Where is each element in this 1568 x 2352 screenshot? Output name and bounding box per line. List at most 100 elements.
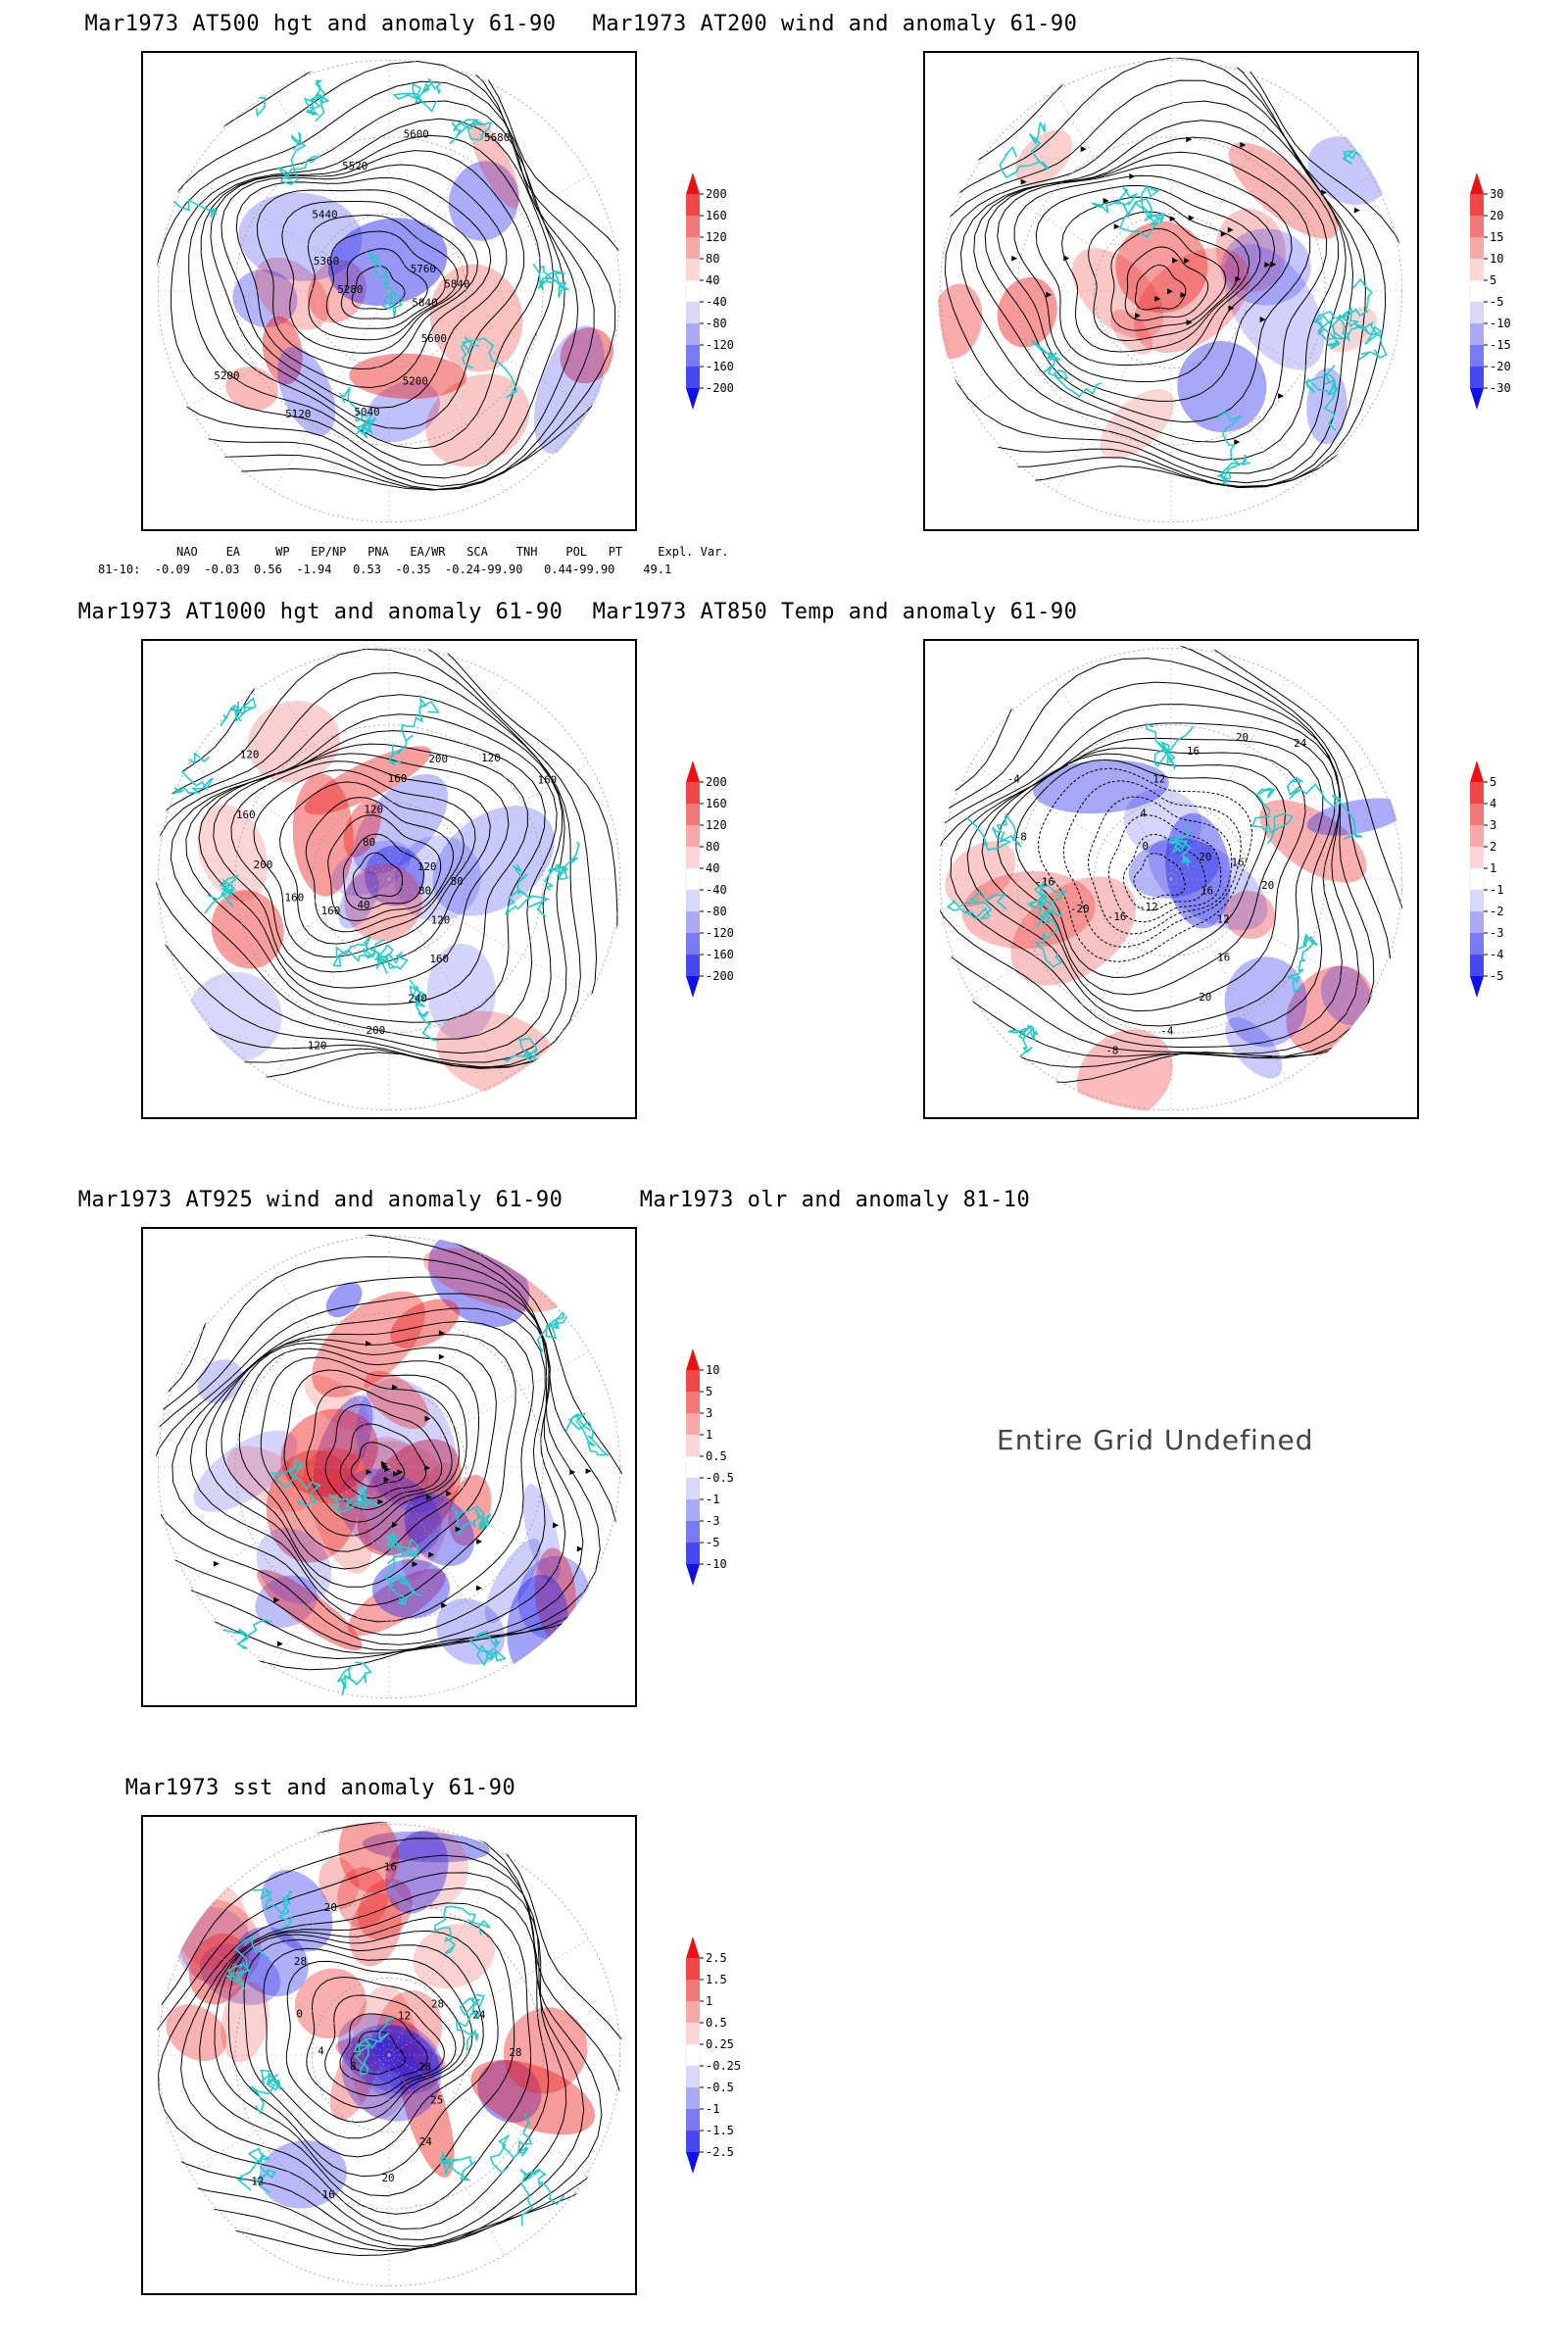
- colorbar-top-triangle: [686, 1348, 700, 1370]
- longitude-line: [388, 1264, 507, 1468]
- coastline: [455, 1993, 485, 2051]
- colorbar-label: -15: [1490, 338, 1511, 352]
- wind-arrow: [383, 1476, 390, 1483]
- colorbar-segment: [686, 1435, 700, 1456]
- coastline: [303, 79, 330, 122]
- coastline: [1007, 1024, 1039, 1070]
- contour-line: [1061, 196, 1250, 353]
- positive-anomaly: [307, 260, 367, 323]
- colorbar-segment: [686, 933, 700, 955]
- wind-arrow: [569, 1469, 576, 1476]
- coastline: [439, 2150, 476, 2181]
- positive-anomaly: [304, 746, 431, 815]
- negative-anomaly: [1320, 965, 1371, 1026]
- positive-anomaly: [402, 1462, 456, 1580]
- coastline: [332, 1661, 372, 1701]
- latitude-circle: [234, 724, 544, 1034]
- negative-anomaly: [363, 2033, 428, 2098]
- contour-label: 20: [324, 1901, 337, 1914]
- contour-label: 160: [285, 891, 305, 904]
- colorbar-label: 40: [706, 273, 719, 287]
- colorbar-segment: [1470, 302, 1484, 323]
- coastline: [277, 131, 321, 186]
- contour-line: [306, 1386, 453, 1523]
- contour-label: -8: [1105, 1045, 1118, 1057]
- contour-line: [155, 694, 564, 1054]
- colorbar-label: -1: [706, 1493, 719, 1506]
- colorbar-bottom-triangle: [686, 1564, 700, 1586]
- contour-line: [305, 797, 454, 933]
- negative-anomaly: [362, 1831, 490, 1863]
- coastline: [1168, 824, 1193, 867]
- contour-label: 120: [417, 860, 437, 873]
- colorbar-label: -40: [706, 883, 727, 897]
- colorbar-segment: [685, 279, 701, 303]
- wind-arrow: [1234, 439, 1241, 446]
- contour-line: [339, 1423, 427, 1499]
- contour-line: [189, 1320, 534, 1623]
- contour-line: [170, 713, 558, 1040]
- wind-arrow: [424, 1464, 431, 1471]
- negative-anomaly: [448, 161, 519, 241]
- latitude-circle: [157, 1823, 621, 2287]
- contour-line: [1013, 174, 1276, 383]
- negative-anomaly: [1128, 838, 1220, 899]
- colorbar-label: 0.25: [706, 2037, 734, 2051]
- contour-line: [306, 1977, 457, 2109]
- contour-label: 40: [357, 899, 369, 911]
- latitude-circle: [312, 802, 466, 956]
- wind-arrow: [425, 1494, 432, 1500]
- wind-arrow: [1063, 255, 1070, 262]
- colorbar-segment: [1470, 911, 1484, 933]
- longitude-line: [186, 290, 390, 409]
- contour-line: [1088, 796, 1233, 935]
- wind-arrow: [392, 1384, 399, 1391]
- contour-line: [1062, 780, 1242, 948]
- colorbar-200wind: 30 20 15 10 5 -5 -10 -15 -20 -30: [1469, 172, 1558, 466]
- longitude-line: [271, 1264, 390, 1468]
- contour-line: [213, 753, 510, 989]
- latitude-circle: [234, 1312, 544, 1622]
- wind-arrow: [1011, 255, 1018, 262]
- positive-anomaly: [1223, 891, 1276, 940]
- colorbar-label: 80: [706, 840, 719, 854]
- colorbar-label: -30: [1490, 381, 1511, 395]
- positive-anomaly: [349, 353, 467, 400]
- contour-line: [1124, 246, 1209, 321]
- positive-anomaly: [937, 283, 983, 359]
- contour-line: [997, 753, 1287, 996]
- contour-line: [198, 743, 528, 1005]
- positive-anomaly: [220, 1982, 270, 2063]
- contour-label: 24: [472, 2009, 486, 2022]
- colorbar-segment: [1469, 867, 1485, 891]
- negative-anomaly: [363, 2037, 421, 2090]
- colorbar-label: -20: [1490, 360, 1511, 373]
- latitude-circle: [234, 136, 544, 446]
- negative-anomaly: [484, 1538, 541, 1624]
- latitude-circle: [312, 214, 466, 368]
- coastline: [270, 1457, 322, 1507]
- colorbar-segment: [685, 2043, 701, 2067]
- map-content: [155, 645, 618, 1097]
- map-svg: 28 25 24 20 16 12 8 4 0 28 20 16 12 28 24 28: [155, 1821, 623, 2289]
- colorbar-segment: [1470, 323, 1484, 345]
- colorbar-label: 5: [1490, 273, 1496, 287]
- negative-anomaly: [256, 1528, 332, 1604]
- contour-line: [1135, 264, 1187, 311]
- colorbar-segment: [686, 1413, 700, 1435]
- positive-anomaly: [469, 119, 520, 209]
- contour-label: 80: [363, 836, 375, 849]
- positive-anomaly: [425, 373, 530, 467]
- contour-label: -20: [1070, 903, 1090, 915]
- longitude-line: [388, 88, 507, 292]
- contour-line: [937, 57, 1387, 489]
- wind-arrow: [393, 1471, 400, 1478]
- contour-line: [981, 747, 1306, 1012]
- coastline: [367, 252, 404, 318]
- colorbar-segment: [686, 2131, 700, 2152]
- contour-label: 16: [1217, 951, 1230, 963]
- wind-arrow: [1228, 305, 1235, 312]
- contour-label: 160: [236, 808, 256, 821]
- negative-anomaly: [325, 1282, 363, 1318]
- coastline: [564, 1412, 611, 1456]
